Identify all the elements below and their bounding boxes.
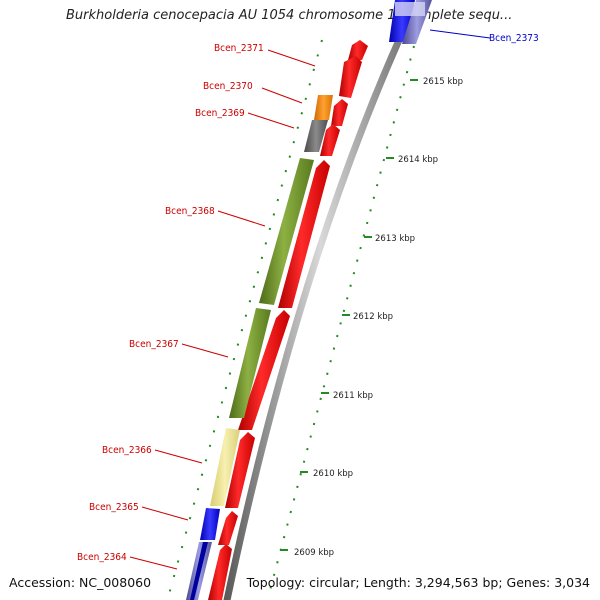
gene-bcen-2368[interactable] [278,160,330,308]
gene-label-bcen-2366[interactable]: Bcen_2366 [102,445,152,456]
gene-blue-2365[interactable] [200,508,220,540]
gene-label-bcen-2369[interactable]: Bcen_2369 [195,108,245,119]
tick-label-2612: 2612 kbp [353,312,393,322]
scale-ticks [280,79,418,551]
gene-label-bcen-2368[interactable]: Bcen_2368 [165,206,215,217]
label-leaders [129,29,491,570]
gene-bcen-2366[interactable] [225,432,255,508]
gene-label-bcen-2373[interactable]: Bcen_2373 [489,33,539,44]
tick-label-2610: 2610 kbp [313,469,353,479]
gene-bcen-2367[interactable] [238,310,290,430]
gene-label-bcen-2370[interactable]: Bcen_2370 [203,81,253,92]
tick-label-2609: 2609 kbp [294,548,334,558]
gene-cds-2371b[interactable] [339,56,362,98]
gene-blue-inner-2364[interactable] [190,542,208,600]
gene-bcen-2369[interactable] [320,124,340,156]
gene-label-bcen-2371[interactable]: Bcen_2371 [214,43,264,54]
gene-bcen-2364[interactable] [208,544,232,600]
accession-text: Accession: NC_008060 [9,575,152,590]
title-overlay-highlight [395,2,425,16]
gene-label-bcen-2367[interactable]: Bcen_2367 [129,339,179,350]
chromosome-backbone [223,3,419,600]
tick-label-2613: 2613 kbp [375,234,415,244]
gene-bcen-2365[interactable] [218,511,238,545]
tick-label-2615: 2615 kbp [423,77,463,87]
gene-label-bcen-2364[interactable]: Bcen_2364 [77,552,127,563]
tick-label-2611: 2611 kbp [333,391,373,401]
gene-khaki-2366[interactable] [210,428,240,506]
gene-olive-2367[interactable] [229,308,271,418]
gene-olive-2368[interactable] [259,158,314,305]
topology-summary: Topology: circular; Length: 3,294,563 bp… [246,575,590,590]
gene-orange-2370[interactable] [314,95,333,120]
tick-dash-track-outer [267,45,415,599]
gene-label-bcen-2365[interactable]: Bcen_2365 [89,502,139,513]
tick-label-2614: 2614 kbp [398,155,438,165]
gene-bcen-2370[interactable] [331,99,348,126]
gene-bcen-2371[interactable] [348,40,368,60]
gene-gray-2369[interactable] [304,120,328,152]
